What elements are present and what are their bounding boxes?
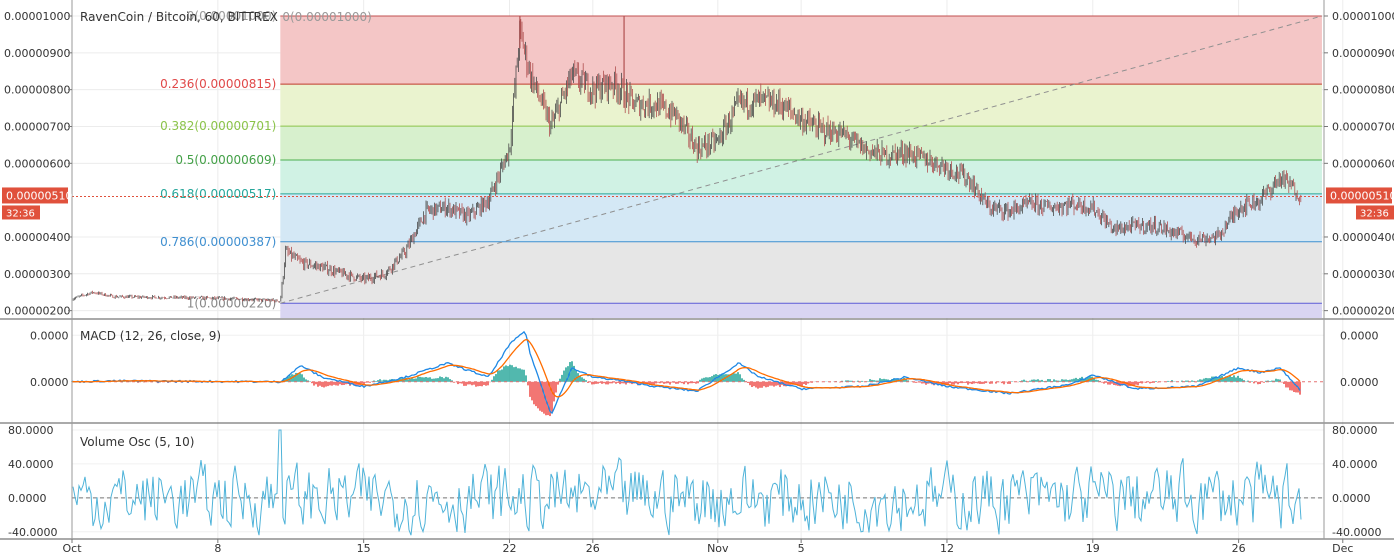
time-tick-label: 8 (214, 542, 221, 555)
volume-osc-tick-left: -40.0000 (8, 526, 57, 539)
countdown-badge-right (1356, 205, 1394, 220)
fib-retracement[interactable]: 0(0.00001000) 0.236(0.00000815) 0.382(0.00… (160, 9, 1323, 318)
countdown-value-left: 32:36 (6, 208, 35, 219)
price-tick-right: 0.00000200 (1332, 305, 1394, 318)
fib-label-0.618: 0.618(0.00000517) (160, 187, 276, 201)
price-tick-right: 0.00000700 (1332, 120, 1394, 133)
price-tick-left: 0.00000900 (4, 47, 70, 60)
price-tick-right: 0.00000600 (1332, 157, 1394, 170)
price-tick-right: 0.00000900 (1332, 47, 1394, 60)
time-tick-label: 26 (1232, 542, 1246, 555)
time-tick-label: 26 (586, 542, 600, 555)
price-tick-left: 0.00000300 (4, 268, 70, 281)
price-tick-left: 0.00000400 (4, 231, 70, 244)
time-tick-label: 5 (798, 542, 805, 555)
current-price-badge-left (2, 187, 68, 204)
fib-label-0.5: 0.5(0.00000609) (175, 153, 276, 167)
price-tick-left: 0.00000700 (4, 120, 70, 133)
volume-osc-line (72, 429, 1302, 536)
fib-band-1 (280, 303, 1322, 318)
volume-osc-tick-left: 80.0000 (8, 424, 54, 437)
fib-label-0.786: 0.786(0.00000387) (160, 235, 276, 249)
price-tick-left: 0.00001000 (4, 10, 70, 23)
price-tick-left: 0.00000600 (4, 157, 70, 170)
volume-osc-tick-left: 0.0000 (8, 492, 47, 505)
fib-band-0.786 (280, 241, 1322, 304)
trend-line (280, 15, 1323, 304)
volume-osc-tick-right: -40.0000 (1332, 526, 1381, 539)
fib-label-0: 0(0.00001000) (187, 9, 277, 23)
fib-band-0.236 (280, 84, 1322, 127)
countdown-badge-left (2, 205, 40, 220)
macd-panel (72, 322, 1324, 423)
price-tick-left: 0.00000800 (4, 84, 70, 97)
macd-tick-left: 0.0000 (30, 376, 69, 389)
time-tick-label: 12 (940, 542, 954, 555)
time-tick-label: 19 (1086, 542, 1100, 555)
chart-title: RavenCoin / Bitcoin, 60, BITTREX (80, 10, 278, 24)
countdown-value-right: 32:36 (1360, 208, 1389, 219)
current-price-badge-right (1326, 187, 1392, 204)
fib-band-0.382 (280, 126, 1322, 161)
macd-tick-right: 0.0000 (1340, 376, 1379, 389)
macd-series (71, 330, 1324, 417)
fib-label-0.382: 0.382(0.00000701) (160, 119, 276, 133)
volume-osc-tick-left: 40.0000 (8, 458, 54, 471)
macd-tick-right: 0.0000 (1340, 329, 1379, 342)
price-tick-right: 0.00001000 (1332, 10, 1394, 23)
fib-band-0 (280, 16, 1322, 85)
current-price-value-left: 0.00000510 (6, 189, 72, 202)
volume-osc-label: Volume Osc (5, 10) (80, 435, 194, 449)
signal-line (72, 338, 1301, 398)
fib-band-0.5 (280, 160, 1322, 194)
price-tick-right: 0.00000400 (1332, 231, 1394, 244)
time-tick-label: 22 (502, 542, 516, 555)
volume-osc-tick-right: 80.0000 (1332, 424, 1378, 437)
current-price-value-right: 0.00000510 (1330, 189, 1394, 202)
time-tick-label: Nov (707, 542, 729, 555)
price-series (71, 16, 1324, 303)
fib-label-top: 0(0.00001000) (282, 10, 372, 24)
time-tick-label: Oct (62, 542, 82, 555)
price-tick-left: 0.00000200 (4, 305, 70, 318)
volume-osc-tick-right: 40.0000 (1332, 458, 1378, 471)
time-tick-label: Dec (1332, 542, 1353, 555)
fib-band-0.618 (280, 193, 1322, 242)
volume-osc-tick-right: 0.0000 (1332, 492, 1371, 505)
macd-label: MACD (12, 26, close, 9) (80, 329, 221, 343)
time-tick-label: 15 (357, 542, 371, 555)
fib-label-1: 1(0.00000220) (187, 296, 277, 310)
volume-osc-series (72, 429, 1324, 536)
price-tick-right: 0.00000800 (1332, 84, 1394, 97)
price-tick-right: 0.00000300 (1332, 268, 1394, 281)
fib-label-0.236: 0.236(0.00000815) (160, 77, 276, 91)
macd-tick-left: 0.0000 (30, 329, 69, 342)
